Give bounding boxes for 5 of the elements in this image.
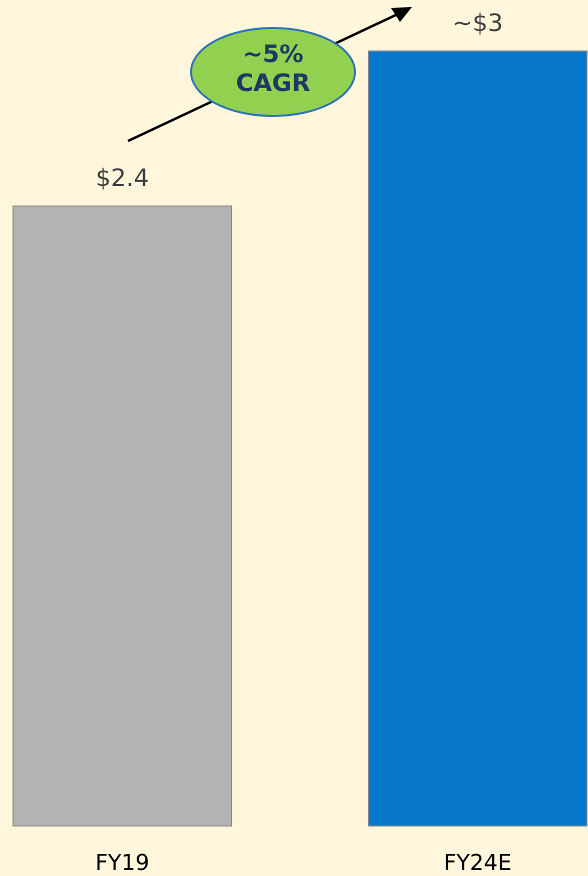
- x-tick-label: FY19: [95, 851, 150, 876]
- data-label: ~$3: [452, 9, 504, 37]
- data-label: $2.4: [96, 164, 150, 192]
- annotation: ~5% CAGR: [236, 40, 310, 97]
- x-tick-label: FY24E: [444, 851, 512, 876]
